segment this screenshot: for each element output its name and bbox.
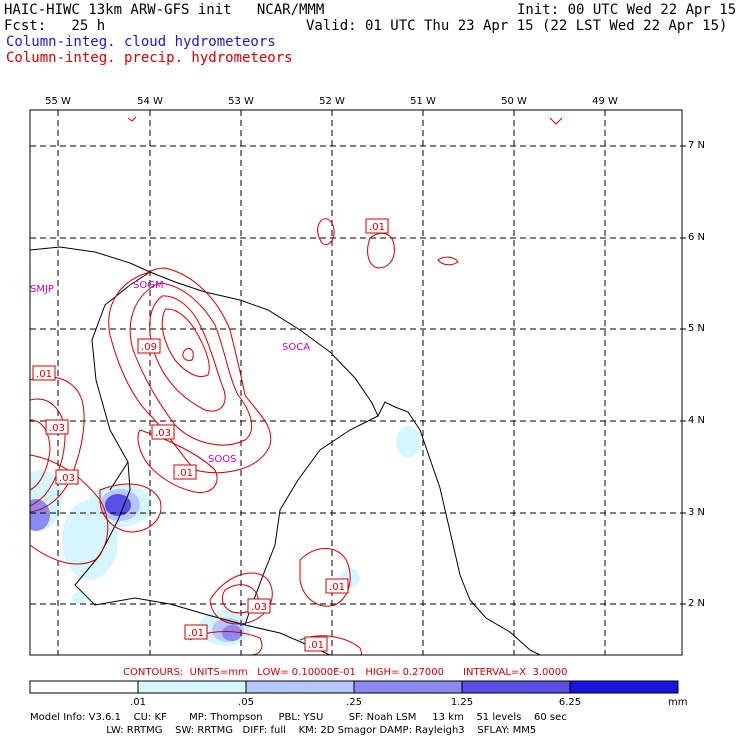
lon-label: 52 W <box>319 96 345 107</box>
lon-label: 54 W <box>137 96 163 107</box>
field-label-cloud: Column-integ. cloud hydrometeors <box>6 34 276 50</box>
precip-contours <box>30 116 563 655</box>
contour-label: .01 <box>308 640 324 651</box>
colorbar-tick: .01 <box>130 697 146 708</box>
contour-label: .03 <box>59 473 75 484</box>
colorbar-tick: .05 <box>238 697 254 708</box>
contour-label: .03 <box>155 428 171 439</box>
field-label-precip: Column-integ. precip. hydrometeors <box>6 50 293 66</box>
map-frame <box>29 109 683 656</box>
init-time: Init: 00 UTC Wed 22 Apr 15 <box>517 2 737 18</box>
forecast-hour: Fcst: 25 h <box>4 18 106 34</box>
contour-label: .01 <box>177 468 193 479</box>
station-label: SMJP <box>30 284 54 295</box>
lon-label: 55 W <box>45 96 71 107</box>
lat-label: 5 N <box>688 323 706 334</box>
colorbar <box>29 680 679 694</box>
lon-label: 50 W <box>501 96 527 107</box>
lon-label: 53 W <box>228 96 254 107</box>
contour-label: .01 <box>369 222 385 233</box>
colorbar-unit: mm <box>668 697 688 708</box>
coastline <box>30 246 541 655</box>
graticule <box>30 110 682 655</box>
contour-label: .01 <box>188 628 204 639</box>
station-group: SMJP SOGM SOCA SOOS <box>30 280 310 465</box>
contour-info: CONTOURS: UNITS=mm LOW= 0.10000E-01 HIGH… <box>123 667 568 678</box>
colorbar-tick: 1.25 <box>450 697 474 708</box>
contour-label: .09 <box>141 342 157 353</box>
station-label: SOGM <box>133 280 164 291</box>
station-label: SOOS <box>208 454 236 465</box>
contour-label: .01 <box>36 369 52 380</box>
colorbar-tick: 6.25 <box>558 697 582 708</box>
lat-label: 6 N <box>688 232 706 243</box>
contour-label: .01 <box>329 582 345 593</box>
contour-label: .03 <box>49 423 65 434</box>
lon-label: 51 W <box>410 96 436 107</box>
header-title: HAIC-HIWC 13km ARW-GFS init NCAR/MMM <box>4 2 325 18</box>
station-label: SOCA <box>282 342 310 353</box>
lon-label: 49 W <box>592 96 618 107</box>
contour-label-group: .01 .09 .03 .01 .03 .03 .01 .01 .03 .01 … <box>32 218 389 652</box>
colorbar-tick: .25 <box>346 697 362 708</box>
contour-label: .03 <box>251 602 267 613</box>
lat-label: 3 N <box>688 507 706 518</box>
lat-label: 7 N <box>688 140 706 151</box>
lat-label: 2 N <box>688 598 706 609</box>
valid-time: Valid: 01 UTC Thu 23 Apr 15 (22 LST Wed … <box>306 18 728 34</box>
model-info-line2: LW: RRTMG SW: RRTMG DIFF: full KM: 2D Sm… <box>30 725 537 736</box>
model-info-line1: Model Info: V3.6.1 CU: KF MP: Thompson P… <box>30 712 567 723</box>
lat-label: 4 N <box>688 415 706 426</box>
